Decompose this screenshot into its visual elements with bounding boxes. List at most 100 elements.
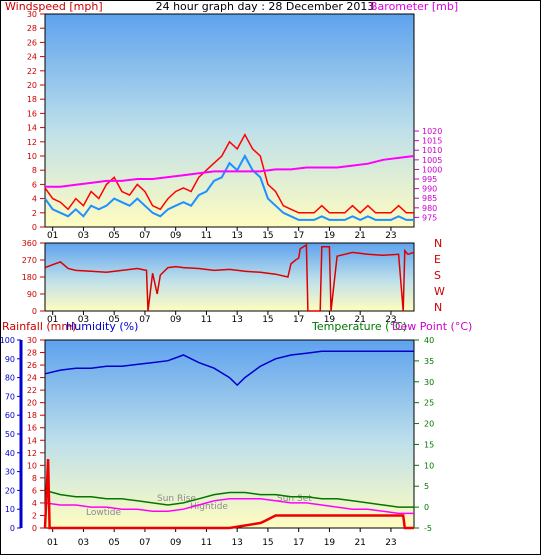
temperature-x-tick-label: 09 xyxy=(170,538,182,548)
windspeed-y-tick-label: 22 xyxy=(27,67,37,76)
temperature-x-tick-label: 01 xyxy=(47,538,58,548)
temperature-x-tick-label: 05 xyxy=(108,538,119,548)
windspeed-y-tick-label: 8 xyxy=(32,166,37,175)
rainfall-y-tick-label: 4 xyxy=(32,499,37,508)
wind-x-tick-label: 09 xyxy=(170,231,182,241)
windspeed-y-tick-label: 20 xyxy=(27,81,37,90)
rainfall-y-tick-label: 30 xyxy=(27,336,37,345)
compass-label: S xyxy=(434,269,441,282)
dewpoint-series-line xyxy=(44,498,414,515)
rainfall-series-line xyxy=(43,459,414,530)
windspeed-series-line xyxy=(44,133,414,214)
compass-label: W xyxy=(434,285,445,298)
direction-y-tick-label: 180 xyxy=(22,273,37,282)
temperature-x-tick-label: 21 xyxy=(354,538,365,548)
humidity-y-tick-label: 10 xyxy=(5,505,15,514)
temperature-y-tick-label: 20 xyxy=(424,420,434,429)
humidity-y-tick-label: 90 xyxy=(5,355,15,364)
rainfall-y-tick-label: 28 xyxy=(27,349,37,358)
barometer-y-tick-label: 1015 xyxy=(422,137,442,146)
windspeed-y-tick-label: 30 xyxy=(27,10,37,19)
direction-x-tick-label: 09 xyxy=(170,315,182,325)
wind-panel-background xyxy=(44,13,415,228)
humidity-series-line xyxy=(44,350,414,387)
rainfall-y-tick-label: 10 xyxy=(27,461,37,470)
direction-x-tick-label: 01 xyxy=(47,315,58,325)
temperature-y-tick-label: 15 xyxy=(424,440,434,449)
windspeed-y-tick-label: 2 xyxy=(32,209,37,218)
temperature-y-tick-label: 35 xyxy=(424,357,434,366)
chart-marks: 0246810121416182022242628309759809859909… xyxy=(0,10,445,548)
dewpoint-axis-title: Dew Point (°C) xyxy=(392,320,472,333)
temperature-y-tick-label: -5 xyxy=(424,524,432,533)
humidity-axis-title: Humidity (%) xyxy=(66,320,138,333)
temperature-x-tick-label: 23 xyxy=(385,538,396,548)
direction-y-tick-label: 90 xyxy=(27,290,37,299)
windspeed-axis-title: Windspeed [mph] xyxy=(5,0,103,13)
rainfall-y-tick-label: 2 xyxy=(32,511,37,520)
temperature-x-tick-label: 13 xyxy=(231,538,242,548)
temperature-y-tick-label: 0 xyxy=(424,503,429,512)
windspeed-y-tick-label: 16 xyxy=(27,109,37,118)
wind-x-tick-label: 15 xyxy=(262,231,273,241)
direction-y-tick-label: 360 xyxy=(22,239,37,248)
temperature-panel-background xyxy=(44,339,415,529)
windspeed-y-tick-label: 28 xyxy=(27,24,37,33)
rainfall-y-tick-label: 12 xyxy=(27,449,37,458)
chart-title: 24 hour graph day : 28 December 2013 xyxy=(156,0,375,13)
temperature-x-tick-label: 07 xyxy=(139,538,150,548)
rainfall-y-tick-label: 0 xyxy=(32,524,37,533)
rainfall-y-tick-label: 8 xyxy=(32,474,37,483)
temperature-y-tick-label: 25 xyxy=(424,399,434,408)
barometer-y-tick-label: 1000 xyxy=(422,165,442,174)
rainfall-y-tick-label: 24 xyxy=(27,374,37,383)
direction-x-tick-label: 11 xyxy=(201,315,212,325)
wind-x-tick-label: 05 xyxy=(108,231,119,241)
temperature-x-tick-label: 17 xyxy=(293,538,304,548)
windspeed-y-tick-label: 24 xyxy=(27,53,37,62)
wind-x-tick-label: 13 xyxy=(231,231,242,241)
barometer-y-tick-label: 1005 xyxy=(422,156,442,165)
windspeed-y-tick-label: 6 xyxy=(32,180,37,189)
rainfall-y-tick-label: 14 xyxy=(27,436,37,445)
barometer-y-tick-label: 975 xyxy=(422,213,437,222)
wind-x-tick-label: 23 xyxy=(385,231,396,241)
sunset-annotation: Sun Set xyxy=(277,494,312,504)
wind-x-tick-label: 07 xyxy=(139,231,150,241)
temperature-y-tick-label: 10 xyxy=(424,461,434,470)
windspeed-series-line xyxy=(44,153,414,222)
humidity-y-tick-label: 0 xyxy=(10,524,15,533)
compass-label: E xyxy=(434,253,441,266)
windspeed-y-tick-label: 12 xyxy=(27,138,37,147)
sunrise-annotation: Sun Rise xyxy=(157,494,196,504)
barometer-y-tick-label: 990 xyxy=(422,185,437,194)
temperature-y-tick-label: 30 xyxy=(424,378,434,387)
windspeed-y-tick-label: 0 xyxy=(32,223,37,232)
direction-panel-background xyxy=(44,242,415,312)
direction-x-tick-label: 03 xyxy=(78,315,89,325)
temperature-x-tick-label: 11 xyxy=(201,538,212,548)
wind-x-tick-label: 17 xyxy=(293,231,304,241)
temperature-series-line xyxy=(44,489,414,508)
wind-x-tick-label: 21 xyxy=(354,231,365,241)
humidity-y-tick-label: 70 xyxy=(5,392,15,401)
direction-y-tick-label: 270 xyxy=(22,256,37,265)
rainfall-y-tick-label: 20 xyxy=(27,399,37,408)
wind-x-tick-label: 01 xyxy=(47,231,58,241)
windspeed-y-tick-label: 26 xyxy=(27,38,37,47)
barometer-y-tick-label: 995 xyxy=(422,175,437,184)
humidity-y-tick-label: 30 xyxy=(5,468,15,477)
barometer-y-tick-label: 980 xyxy=(422,204,437,213)
humidity-y-tick-label: 80 xyxy=(5,374,15,383)
windspeed-y-tick-label: 18 xyxy=(27,95,37,104)
rainfall-axis-title: Rainfall (mm) xyxy=(2,320,76,333)
humidity-y-tick-label: 20 xyxy=(5,486,15,495)
temperature-x-tick-label: 03 xyxy=(78,538,89,548)
windspeed-y-tick-label: 14 xyxy=(27,124,37,133)
direction-x-tick-label: 23 xyxy=(385,315,396,325)
hightide-annotation: Hightide xyxy=(190,502,228,512)
rainfall-y-tick-label: 22 xyxy=(27,386,37,395)
windspeed-y-tick-label: 10 xyxy=(27,152,37,161)
wind-x-tick-label: 03 xyxy=(78,231,89,241)
